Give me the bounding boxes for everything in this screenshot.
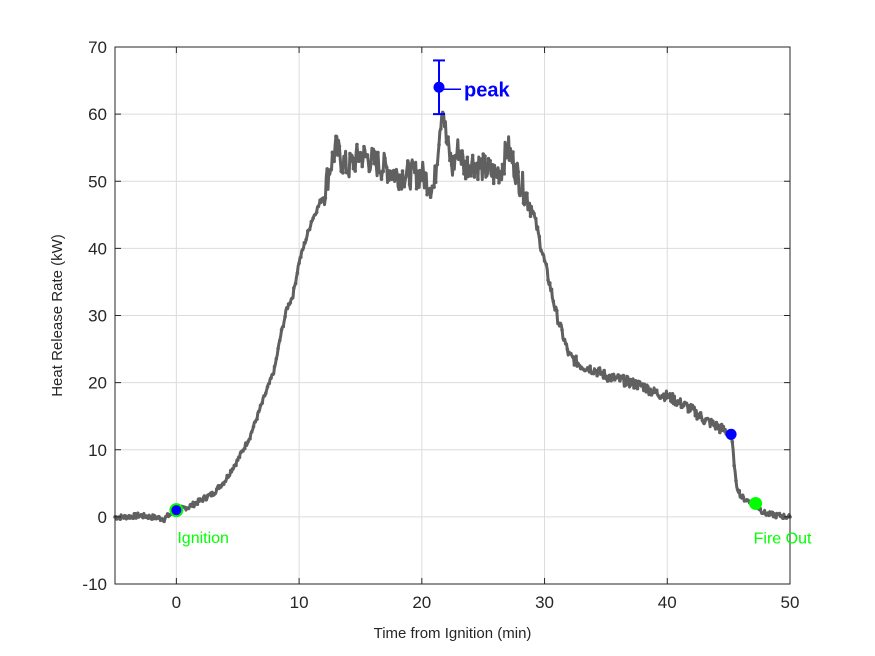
y-tick-label: 0 bbox=[98, 508, 107, 527]
y-tick-label: 40 bbox=[88, 239, 107, 258]
y-axis-label: Heat Release Rate (kW) bbox=[49, 234, 66, 397]
hrr-curve bbox=[113, 110, 792, 524]
x-tick-label: 50 bbox=[781, 593, 800, 612]
x-tick-label: 40 bbox=[658, 593, 677, 612]
ignition-annotation: Ignition bbox=[177, 530, 229, 547]
x-tick-label: 10 bbox=[290, 593, 309, 612]
y-tick-label: 20 bbox=[88, 374, 107, 393]
fire-out-annotation: Fire Out bbox=[754, 530, 812, 547]
ignition-marker bbox=[169, 503, 184, 518]
tick-labels: 0 10 20 30 40 50 -10 0 10 20 30 40 50 60 70 bbox=[82, 38, 799, 612]
axis-ticks bbox=[115, 46, 791, 585]
y-tick-label: 60 bbox=[88, 105, 107, 124]
y-tick-label: 10 bbox=[88, 441, 107, 460]
peak-marker bbox=[433, 81, 445, 93]
x-tick-label: 30 bbox=[535, 593, 554, 612]
grid-lines bbox=[115, 46, 791, 585]
y-tick-label: 70 bbox=[88, 38, 107, 57]
y-tick-label: -10 bbox=[82, 575, 107, 594]
y-tick-label: 30 bbox=[88, 307, 107, 326]
y-tick-label: 50 bbox=[88, 172, 107, 191]
x-axis-label: Time from Ignition (min) bbox=[374, 625, 532, 642]
decay-marker bbox=[725, 428, 737, 440]
peak-annotation: peak bbox=[464, 79, 510, 101]
event-markers bbox=[169, 59, 763, 518]
fire-out-marker bbox=[749, 496, 763, 510]
x-tick-label: 0 bbox=[172, 593, 181, 612]
x-tick-label: 20 bbox=[412, 593, 431, 612]
